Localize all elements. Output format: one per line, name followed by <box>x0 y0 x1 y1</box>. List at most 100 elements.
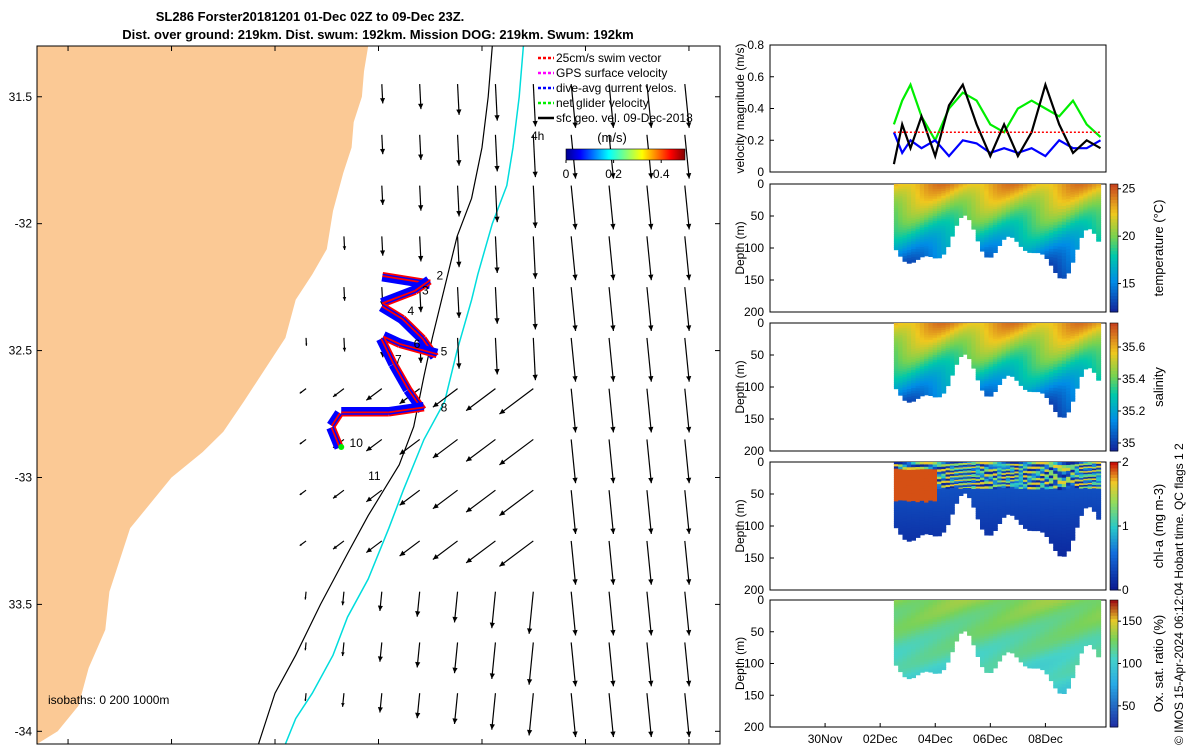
map-y-tick-label: -33 <box>15 470 33 484</box>
colorbar-cell <box>1110 419 1118 423</box>
section-cell <box>1032 528 1037 531</box>
section-cell <box>1010 374 1015 376</box>
colorbar-cell <box>1110 571 1118 575</box>
section-cell <box>1019 244 1024 247</box>
colorbar-cell <box>1110 580 1118 584</box>
section-cell <box>1036 389 1041 392</box>
section-cell <box>1053 465 1058 469</box>
section-cell <box>1058 509 1063 513</box>
section-cell <box>911 538 916 541</box>
section-cell <box>1053 252 1058 256</box>
colorbar-cell <box>1110 472 1118 476</box>
section-cell <box>1058 231 1063 235</box>
section-cell <box>1053 391 1058 395</box>
section-cell <box>984 394 989 397</box>
colorbar-cell <box>1110 484 1118 488</box>
section-cell <box>1070 538 1075 541</box>
section-cell <box>993 528 998 531</box>
section-y-axis-label: Depth (m) <box>733 221 747 274</box>
colorbar-cell <box>1110 416 1118 420</box>
section-cell <box>997 382 1002 385</box>
colorbar-cell <box>1110 523 1118 527</box>
section-y-tick-label: 50 <box>751 209 765 223</box>
section-cell <box>984 533 989 536</box>
section-cell <box>1036 528 1041 531</box>
section-cell <box>1006 374 1011 376</box>
section-cell <box>1049 262 1054 265</box>
hour-label: 4h <box>531 129 544 143</box>
section-cell <box>907 539 912 542</box>
colorbar-cell <box>1110 377 1118 381</box>
colorbar-tick-label: 35.6 <box>1122 340 1146 354</box>
section-cell <box>1045 256 1050 259</box>
section-cell <box>1053 222 1058 226</box>
section-cell <box>1053 338 1058 342</box>
section-cell <box>907 261 912 264</box>
section-cell <box>1053 494 1058 498</box>
section-cell <box>1062 512 1067 516</box>
colorbar-cell <box>1110 336 1118 340</box>
section-cell <box>916 257 921 260</box>
section-y-axis-label: Depth (m) <box>733 499 747 552</box>
section-cell <box>1019 383 1024 386</box>
section-cell <box>1032 389 1037 392</box>
section-cell <box>1058 190 1063 194</box>
section-colorbar-label: salinity <box>1151 367 1166 407</box>
section-cell <box>933 394 938 397</box>
colorbar-cell <box>1110 222 1118 226</box>
section-cell <box>997 243 1002 246</box>
section-cell <box>1058 468 1063 472</box>
section-cell <box>894 386 899 389</box>
colorbar-cell <box>1110 413 1118 417</box>
section-cell <box>1062 481 1067 485</box>
colorbar-cell <box>1110 548 1118 552</box>
section-y-tick-label: 0 <box>757 177 764 191</box>
section-cell <box>1053 216 1058 220</box>
section-cell <box>941 252 946 255</box>
section-cell <box>1019 522 1024 525</box>
legend-entry: net glider velocity <box>556 96 649 110</box>
section-cell <box>950 512 955 514</box>
colorbar-tick-label: 20 <box>1122 229 1136 243</box>
section-cell <box>1053 234 1058 238</box>
map-y-tick-label: -34 <box>15 724 33 738</box>
colorbar-tick-label: 0.4 <box>653 167 670 181</box>
section-cell <box>984 255 989 258</box>
section-cell <box>1053 264 1058 268</box>
section-cell <box>1088 227 1093 229</box>
section-cell <box>1045 534 1050 537</box>
section-cell <box>1062 490 1067 494</box>
section-cell <box>1053 258 1058 262</box>
section-y-tick-label: 0 <box>757 316 764 330</box>
section-cell <box>967 218 972 220</box>
section-cell <box>1053 350 1058 354</box>
section-cell <box>1053 512 1058 516</box>
colorbar-cell <box>1110 445 1118 449</box>
section-cell <box>920 393 925 396</box>
colorbar-cell <box>1110 261 1118 265</box>
section-cell <box>1053 524 1058 528</box>
colorbar-cell <box>1110 293 1118 297</box>
section-cell <box>1036 250 1041 253</box>
colorbar-tick-label: 15 <box>1122 277 1136 291</box>
colorbar-cell <box>1110 203 1118 207</box>
section-cell <box>911 399 916 402</box>
section-cell <box>1092 232 1097 234</box>
section-cell <box>1062 408 1067 412</box>
section-cell <box>933 533 938 536</box>
waypoint-label: 6 <box>414 337 421 351</box>
section-cell <box>928 393 933 396</box>
colorbar-cell <box>1110 494 1118 498</box>
section-cell <box>1062 244 1067 248</box>
section-cell <box>1023 248 1028 251</box>
section-cell <box>997 521 1002 524</box>
waypoint-label: 10 <box>350 436 364 450</box>
section-cell <box>1062 506 1067 510</box>
map-y-tick-label: 31.5 <box>9 90 33 104</box>
colorbar-cell <box>1110 277 1118 281</box>
section-cell <box>1075 525 1080 528</box>
colorbar-cell <box>1110 539 1118 543</box>
